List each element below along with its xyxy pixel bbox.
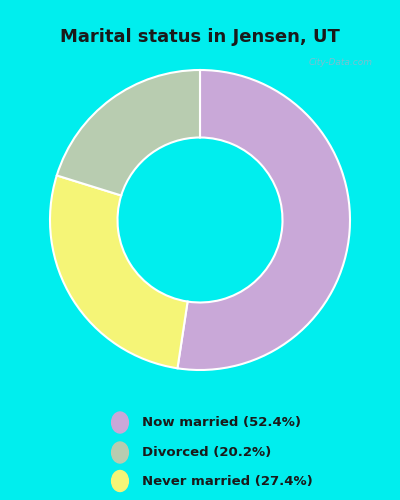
Wedge shape — [50, 176, 188, 368]
Text: Divorced (20.2%): Divorced (20.2%) — [142, 446, 271, 459]
Text: Marital status in Jensen, UT: Marital status in Jensen, UT — [60, 28, 340, 46]
Text: Never married (27.4%): Never married (27.4%) — [142, 474, 313, 488]
Wedge shape — [178, 70, 350, 370]
Text: Now married (52.4%): Now married (52.4%) — [142, 416, 301, 429]
Wedge shape — [57, 70, 200, 196]
Text: City-Data.com: City-Data.com — [309, 58, 373, 67]
